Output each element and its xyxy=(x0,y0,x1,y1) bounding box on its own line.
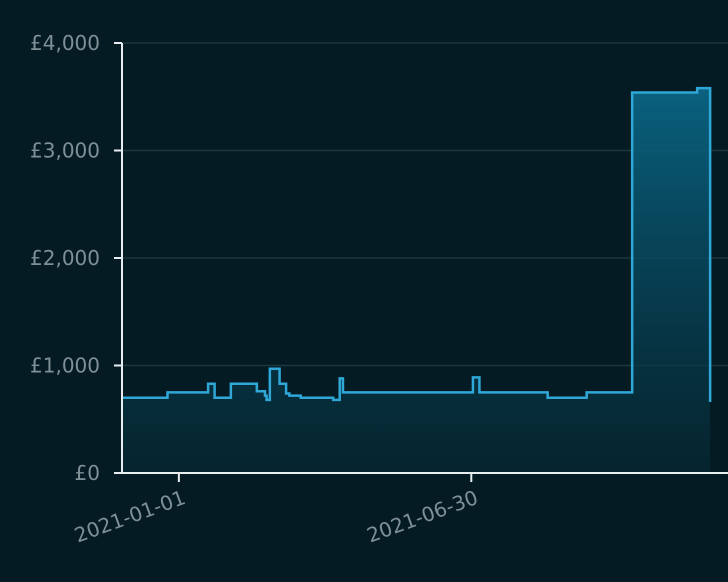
y-tick-label: £3,000 xyxy=(30,139,100,163)
x-tick-label: 2021-01-01 xyxy=(71,485,188,547)
y-tick-label: £2,000 xyxy=(30,246,100,270)
y-tick-label: £4,000 xyxy=(30,31,100,55)
y-tick-label: £1,000 xyxy=(30,354,100,378)
y-tick-label: £0 xyxy=(75,461,100,485)
area xyxy=(122,88,711,474)
line xyxy=(122,86,712,403)
x-tick-label: 2021-06-30 xyxy=(364,485,481,547)
